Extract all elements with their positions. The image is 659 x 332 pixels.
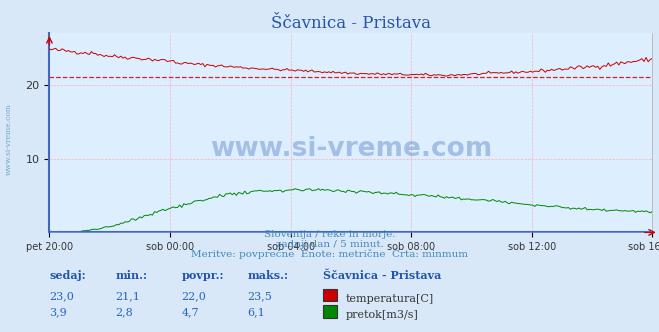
Text: sedaj:: sedaj: <box>49 270 86 281</box>
Text: 4,7: 4,7 <box>181 307 199 317</box>
Text: pretok[m3/s]: pretok[m3/s] <box>345 310 418 320</box>
Text: 21,1: 21,1 <box>115 291 140 301</box>
Text: 3,9: 3,9 <box>49 307 67 317</box>
Text: Ščavnica - Pristava: Ščavnica - Pristava <box>323 270 442 281</box>
Text: 6,1: 6,1 <box>247 307 265 317</box>
Text: www.si-vreme.com: www.si-vreme.com <box>5 104 13 175</box>
Text: Meritve: povprečne  Enote: metrične  Črta: minmum: Meritve: povprečne Enote: metrične Črta:… <box>191 248 468 259</box>
Text: www.si-vreme.com: www.si-vreme.com <box>210 136 492 162</box>
Text: 2,8: 2,8 <box>115 307 133 317</box>
Text: Slovenija / reke in morje.: Slovenija / reke in morje. <box>264 230 395 239</box>
Text: povpr.:: povpr.: <box>181 270 223 281</box>
Text: maks.:: maks.: <box>247 270 288 281</box>
Text: min.:: min.: <box>115 270 148 281</box>
Text: temperatura[C]: temperatura[C] <box>345 294 434 304</box>
Text: 22,0: 22,0 <box>181 291 206 301</box>
Text: 23,5: 23,5 <box>247 291 272 301</box>
Title: Ščavnica - Pristava: Ščavnica - Pristava <box>271 15 431 32</box>
Text: zadnji dan / 5 minut.: zadnji dan / 5 minut. <box>275 240 384 249</box>
Text: 23,0: 23,0 <box>49 291 74 301</box>
